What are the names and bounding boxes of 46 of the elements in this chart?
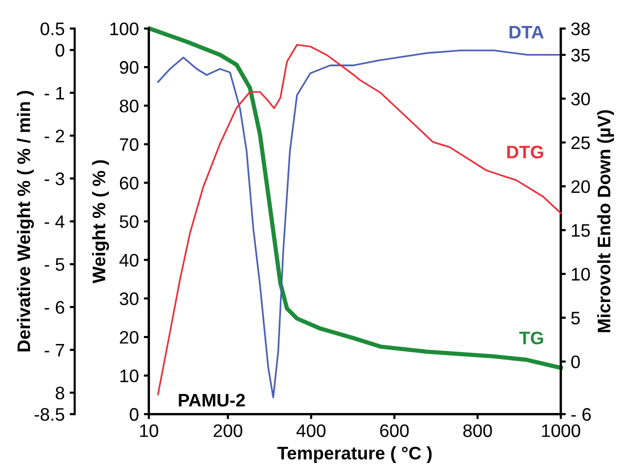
y2-tick-label: 35 (571, 48, 590, 62)
y-tick-label: 30 (120, 292, 138, 306)
series-label: DTA (510, 26, 544, 38)
y3-tick-label: - 4 (44, 215, 64, 228)
x-tick-label: 200 (214, 424, 242, 438)
y3-tick-label: - 3 (44, 172, 64, 186)
y-tick-label: 60 (120, 176, 138, 190)
y2-axis-title: Microvolt Endo Down (µV) (597, 110, 614, 332)
x-tick-label: 10 (140, 424, 158, 438)
y3-tick-label: - 5 (44, 258, 64, 271)
y-axis-title: Weight % ( % ) (92, 160, 109, 284)
y3-tick-label: - 1 (44, 86, 64, 100)
y3-axis-title: Derivative Weight % ( % / min ) (16, 90, 34, 352)
x-tick-label: 1000 (542, 424, 580, 438)
series-label: TG (519, 332, 544, 344)
y2-tick-label: 38 (571, 22, 590, 36)
y2-tick-label: 20 (571, 180, 590, 194)
y2-tick-label: 15 (572, 224, 590, 237)
y3-tick-label: - 2 (44, 130, 64, 142)
y2-tick-label: 5 (571, 312, 580, 324)
x-tick-label: 400 (296, 424, 326, 438)
y3-tick-label: 0 (56, 44, 64, 57)
y3-tick-label: -8.5 (34, 408, 64, 421)
y2-tick-label: 10 (572, 268, 590, 281)
annotation: PAMU-2 (178, 394, 245, 407)
y2-tick-label: 30 (571, 92, 590, 106)
y-tick-label: 40 (119, 254, 138, 267)
y3-tick-label: - 7 (44, 344, 64, 356)
y-tick-label: 70 (120, 138, 138, 151)
y2-tick-label: - 6 (571, 408, 591, 421)
x-tick-label: 800 (463, 424, 492, 438)
y-tick-label: 20 (120, 330, 138, 344)
y-tick-label: 100 (110, 22, 138, 36)
series-label: DTG (507, 146, 544, 158)
y2-tick-label: 0 (571, 355, 580, 368)
y3-tick-label: 8 (56, 386, 64, 400)
y-tick-label: 50 (120, 215, 138, 228)
y-tick-label: 90 (120, 61, 138, 74)
y-tick-label: 10 (120, 370, 138, 382)
y-tick-label: 0 (130, 408, 138, 421)
x-tick-label: 600 (380, 424, 409, 438)
y2-tick-label: 25 (571, 136, 590, 150)
y3-tick-label: 0.5 (40, 22, 64, 36)
x-axis-title: Temperature ( °C ) (277, 446, 432, 464)
y-tick-label: 80 (120, 100, 138, 112)
y3-tick-label: - 6 (44, 300, 64, 314)
